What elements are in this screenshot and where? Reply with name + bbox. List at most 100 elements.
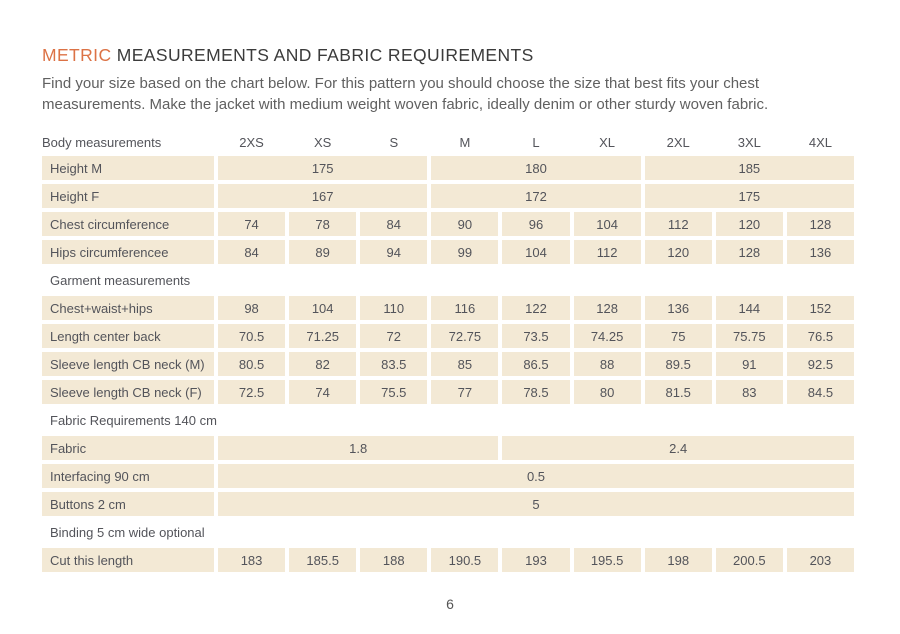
cell-value: 92.5 bbox=[786, 352, 854, 376]
row-label: Interfacing 90 cm bbox=[42, 464, 214, 488]
page-number: 6 bbox=[446, 596, 454, 612]
cell-value: 84 bbox=[360, 212, 428, 236]
cell-value: 85 bbox=[431, 352, 499, 376]
cell-value: 74 bbox=[218, 212, 286, 236]
row-label: Hips circumferencee bbox=[42, 240, 214, 264]
page-title: METRIC MEASUREMENTS AND FABRIC REQUIREME… bbox=[42, 45, 858, 66]
column-header-size-m: M bbox=[459, 134, 471, 150]
cell-value: 1.8 bbox=[218, 436, 499, 460]
table-header-row: Body measurements 2XS XS S M L XL 2XL 3XL 4XL bbox=[42, 132, 854, 152]
cell-value: 167 bbox=[218, 184, 428, 208]
table-row: Height M 175 180 185 bbox=[42, 156, 854, 180]
title-highlight: METRIC bbox=[42, 45, 112, 65]
cell-value: 72.75 bbox=[431, 324, 499, 348]
cell-value: 82 bbox=[289, 352, 357, 376]
column-header-size-2xl: 2XL bbox=[666, 134, 690, 150]
cell-value: 203 bbox=[786, 548, 854, 572]
column-header-size-2xs: 2XS bbox=[239, 134, 264, 150]
column-header-size-xs: XS bbox=[313, 134, 332, 150]
table-row: Chest circumference 74 78 84 90 96 104 112 120 12… bbox=[42, 212, 854, 236]
cell-value: 76.5 bbox=[786, 324, 854, 348]
cell-value: 188 bbox=[360, 548, 428, 572]
row-label: Height F bbox=[42, 184, 214, 208]
cell-value: 116 bbox=[431, 296, 499, 320]
column-header-size-l: L bbox=[532, 134, 540, 150]
section-row: Garment measurements bbox=[42, 268, 854, 292]
table-row: Sleeve length CB neck (M) 80.5 82 83.5 85 86.… bbox=[42, 352, 854, 376]
cell-value: 99 bbox=[431, 240, 499, 264]
cell-value: 128 bbox=[715, 240, 783, 264]
cell-value: 136 bbox=[644, 296, 712, 320]
table-header: Body measurements 2XS XS S M L XL 2XL 3XL 4XL bbox=[42, 132, 854, 152]
cell-value: 193 bbox=[502, 548, 570, 572]
cell-value: 75 bbox=[644, 324, 712, 348]
cell-value: 74.25 bbox=[573, 324, 641, 348]
row-label: Chest circumference bbox=[42, 212, 214, 236]
title-rest: MEASUREMENTS AND FABRIC REQUIREMENTS bbox=[111, 45, 534, 65]
cell-value: 70.5 bbox=[218, 324, 286, 348]
cell-value: 77 bbox=[431, 380, 499, 404]
cell-value: 84.5 bbox=[786, 380, 854, 404]
cell-value: 120 bbox=[715, 212, 783, 236]
cell-value: 128 bbox=[573, 296, 641, 320]
cell-value: 175 bbox=[218, 156, 428, 180]
cell-value: 74 bbox=[289, 380, 357, 404]
row-label: Chest+waist+hips bbox=[42, 296, 214, 320]
intro-text: Find your size based on the chart below.… bbox=[42, 75, 769, 113]
cell-value: 71.25 bbox=[289, 324, 357, 348]
cell-value: 90 bbox=[431, 212, 499, 236]
section-label: Binding 5 cm wide optional bbox=[50, 524, 205, 540]
row-label: Sleeve length CB neck (F) bbox=[42, 380, 214, 404]
table-row: Length center back 70.5 71.25 72 72.75 73.5 74… bbox=[42, 324, 854, 348]
section-row: Binding 5 cm wide optional bbox=[42, 520, 854, 544]
cell-value: 91 bbox=[715, 352, 783, 376]
cell-value: 73.5 bbox=[502, 324, 570, 348]
cell-value: 122 bbox=[502, 296, 570, 320]
cell-value: 172 bbox=[431, 184, 641, 208]
cell-value: 112 bbox=[644, 212, 712, 236]
cell-value: 88 bbox=[573, 352, 641, 376]
cell-value: 78.5 bbox=[502, 380, 570, 404]
table-body: Height M 175 180 185 Height F 167 172 175 Chest … bbox=[42, 156, 854, 572]
row-label: Height M bbox=[42, 156, 214, 180]
cell-value: 84 bbox=[218, 240, 286, 264]
cell-value: 112 bbox=[573, 240, 641, 264]
cell-value: 98 bbox=[218, 296, 286, 320]
cell-value: 78 bbox=[289, 212, 357, 236]
cell-value: 144 bbox=[715, 296, 783, 320]
cell-value: 104 bbox=[289, 296, 357, 320]
table-row: Fabric 1.8 2.4 bbox=[42, 436, 854, 460]
row-label: Length center back bbox=[42, 324, 214, 348]
cell-value: 89.5 bbox=[644, 352, 712, 376]
row-label: Cut this length bbox=[42, 548, 214, 572]
row-label: Fabric bbox=[42, 436, 214, 460]
column-header-body-measurements: Body measurements bbox=[42, 134, 162, 150]
cell-value: 200.5 bbox=[715, 548, 783, 572]
cell-value: 183 bbox=[218, 548, 286, 572]
cell-value: 81.5 bbox=[644, 380, 712, 404]
cell-value: 75.75 bbox=[715, 324, 783, 348]
column-header-size-xl: XL bbox=[599, 134, 616, 150]
table-row: Interfacing 90 cm 0.5 bbox=[42, 464, 854, 488]
table-row: Hips circumferencee 84 89 94 99 104 112 120 128 1… bbox=[42, 240, 854, 264]
measurements-table: Body measurements 2XS XS S M L XL 2XL 3XL 4XL Hei… bbox=[38, 128, 858, 576]
section-label: Fabric Requirements 140 cm bbox=[50, 412, 217, 428]
column-header-size-s: S bbox=[389, 134, 399, 150]
row-label: Buttons 2 cm bbox=[42, 492, 214, 516]
cell-value: 185 bbox=[644, 156, 854, 180]
cell-value: 110 bbox=[360, 296, 428, 320]
cell-value: 195.5 bbox=[573, 548, 641, 572]
cell-value: 80 bbox=[573, 380, 641, 404]
cell-value: 185.5 bbox=[289, 548, 357, 572]
cell-value: 5 bbox=[218, 492, 854, 516]
cell-value: 190.5 bbox=[431, 548, 499, 572]
table-row: Height F 167 172 175 bbox=[42, 184, 854, 208]
cell-value: 75.5 bbox=[360, 380, 428, 404]
cell-value: 198 bbox=[644, 548, 712, 572]
table-row: Cut this length 183 185.5 188 190.5 193 195.5 1… bbox=[42, 548, 854, 572]
cell-value: 96 bbox=[502, 212, 570, 236]
section-label: Garment measurements bbox=[50, 272, 191, 288]
cell-value: 83.5 bbox=[360, 352, 428, 376]
cell-value: 86.5 bbox=[502, 352, 570, 376]
